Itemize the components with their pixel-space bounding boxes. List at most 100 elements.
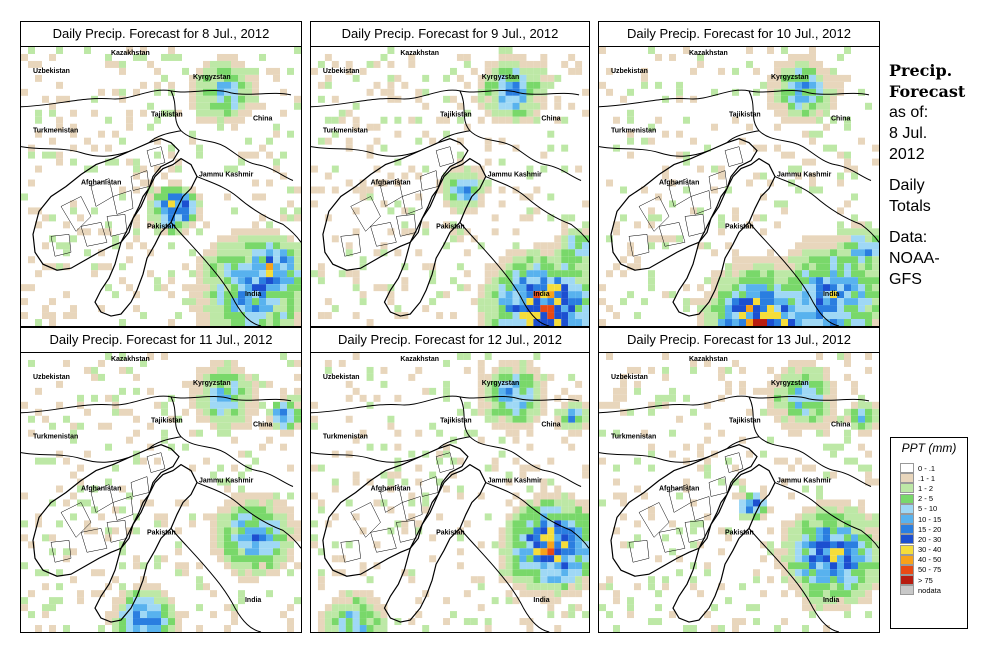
precip-cell	[238, 242, 245, 250]
precip-cell	[540, 165, 548, 173]
precip-cell	[627, 291, 634, 299]
precip-cell	[266, 506, 273, 514]
map-label-afghanistan: Afghanistan	[659, 180, 699, 187]
precip-cell	[512, 298, 520, 306]
precip-cell	[266, 312, 273, 320]
precip-cell	[858, 464, 865, 472]
precip-cell	[401, 228, 409, 236]
precip-cell	[273, 242, 280, 250]
boundary-line	[658, 528, 686, 553]
precip-cell	[554, 95, 562, 103]
precip-cell	[287, 604, 294, 612]
precip-cell	[245, 137, 252, 145]
precip-cell	[217, 387, 224, 395]
precip-cell	[245, 499, 252, 507]
precip-cell	[373, 618, 381, 626]
precip-cell	[35, 270, 42, 278]
precip-cell	[154, 618, 161, 626]
precip-cell	[168, 193, 175, 201]
precip-cell	[512, 95, 520, 103]
precip-cell	[231, 415, 238, 423]
precip-cell	[767, 95, 774, 103]
precip-cell	[582, 305, 589, 313]
precip-cell	[519, 319, 527, 326]
precip-cell	[331, 450, 339, 458]
precip-cell	[484, 464, 492, 472]
precip-cell	[21, 520, 28, 528]
legend-label: .1 - 1	[918, 473, 936, 483]
precip-cell	[767, 88, 774, 96]
precip-cell	[463, 60, 471, 68]
forecast-panel-jul-9: Daily Precip. Forecast for 9 Jul., 2012 …	[310, 21, 590, 327]
precip-cell	[519, 415, 527, 423]
boundary-line	[708, 476, 728, 497]
precip-cell	[505, 478, 513, 486]
precip-cell	[767, 256, 774, 264]
precip-cell	[280, 263, 287, 271]
precip-cell	[837, 88, 844, 96]
precip-cell	[42, 151, 49, 159]
precip-cell	[352, 284, 360, 292]
precip-cell	[767, 263, 774, 271]
precip-cell	[259, 443, 266, 451]
precip-cell	[753, 284, 760, 292]
precip-cell	[851, 284, 858, 292]
precip-cell	[526, 172, 534, 180]
precip-cell	[865, 249, 872, 257]
precip-cell	[568, 53, 576, 61]
precip-cell	[554, 415, 562, 423]
precip-cell	[463, 590, 471, 598]
precip-cell	[648, 214, 655, 222]
precip-cell	[366, 88, 374, 96]
precip-cell	[795, 95, 802, 103]
precip-cell	[547, 562, 555, 570]
precip-cell	[287, 422, 294, 430]
precip-cell	[561, 562, 569, 570]
precip-cell	[809, 380, 816, 388]
precip-cell	[394, 158, 402, 166]
precip-cell	[732, 284, 739, 292]
precip-cell	[280, 109, 287, 117]
precip-cell	[519, 555, 527, 563]
precip-cell	[28, 207, 35, 215]
precip-cell	[182, 562, 189, 570]
precip-cell	[491, 380, 499, 388]
precip-cell	[627, 366, 634, 374]
precip-cell	[739, 506, 746, 514]
precip-cell	[133, 457, 140, 465]
precip-cell	[380, 618, 388, 626]
precip-cell	[823, 298, 830, 306]
precip-cell	[767, 506, 774, 514]
precip-cell	[63, 499, 70, 507]
map-label-kazakhstan: Kazakhstan	[400, 50, 439, 57]
precip-cell	[561, 270, 569, 278]
precip-cell	[126, 597, 133, 605]
precip-cell	[767, 270, 774, 278]
precip-cell	[512, 541, 520, 549]
boundary-line	[599, 146, 710, 157]
precip-cell	[519, 359, 527, 367]
precip-cell	[802, 597, 809, 605]
precip-cell	[648, 284, 655, 292]
precip-cell	[830, 387, 837, 395]
precip-cell	[795, 312, 802, 320]
precip-cell	[245, 415, 252, 423]
precip-cell	[676, 569, 683, 577]
precip-cell	[865, 569, 872, 577]
precip-cell	[210, 387, 217, 395]
precip-cell	[837, 319, 844, 326]
precip-cell	[774, 144, 781, 152]
precip-cell	[224, 485, 231, 493]
boundary-line	[370, 528, 397, 553]
precip-cell	[387, 228, 395, 236]
boundary-line	[50, 234, 72, 257]
precip-cell	[287, 618, 294, 626]
precip-cell	[547, 576, 555, 584]
precip-cell	[697, 312, 704, 320]
precip-cell	[519, 387, 527, 395]
precip-cell	[582, 548, 589, 556]
precip-cell	[561, 165, 569, 173]
precip-cell	[224, 312, 231, 320]
precip-cell	[210, 394, 217, 402]
precip-cell	[259, 53, 266, 61]
